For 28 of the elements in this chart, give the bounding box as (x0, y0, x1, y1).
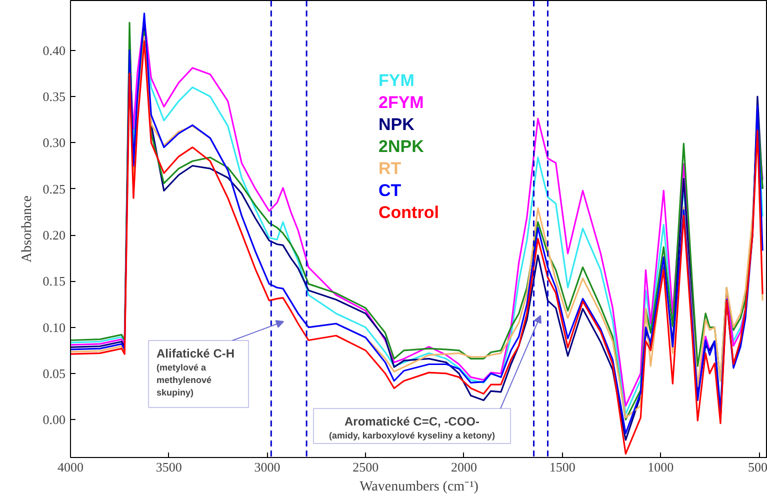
annotation: Aromatické C=C, -COO- (amidy, karboxylové kyseliny a ketony) (329, 414, 495, 440)
y-tick-label: 0.10 (42, 320, 66, 335)
text: CT (378, 181, 402, 200)
text: 2FYM (378, 93, 424, 112)
y-tick-label: 0.20 (42, 228, 66, 242)
x-tick-label: 2000 (450, 460, 477, 474)
text: NPK (378, 115, 416, 134)
annotation: Alifatické C-H (metylové a methylenové skupiny) (156, 346, 235, 398)
y-tick-label: 0.35 (42, 89, 66, 104)
text: Control (378, 203, 439, 222)
text: 2NPK (378, 137, 425, 156)
x-tick-label: 3000 (254, 460, 280, 474)
x-tick-label: 500 (748, 460, 767, 474)
text: FYM (378, 71, 414, 90)
y-tick-label: 0.00 (42, 412, 66, 428)
y-axis-title: Absorbance (20, 196, 35, 262)
x-tick-label: 4000 (58, 460, 84, 474)
y-tick-label: 0.30 (42, 135, 66, 150)
x-tick-label: 2500 (352, 460, 379, 474)
x-axis-title: Wavenumbers (cm⁻¹) (360, 480, 479, 494)
y-tick-label: 0.40 (42, 42, 66, 58)
text: RT (378, 159, 402, 178)
x-tick-label: 3500 (156, 460, 182, 474)
y-tick-label: 0.05 (42, 366, 66, 381)
x-tick-label: 1500 (549, 460, 576, 474)
y-tick-label: 0.25 (42, 181, 66, 196)
y-tick-label: 0.15 (42, 274, 66, 289)
x-tick-label: 1000 (648, 460, 674, 474)
